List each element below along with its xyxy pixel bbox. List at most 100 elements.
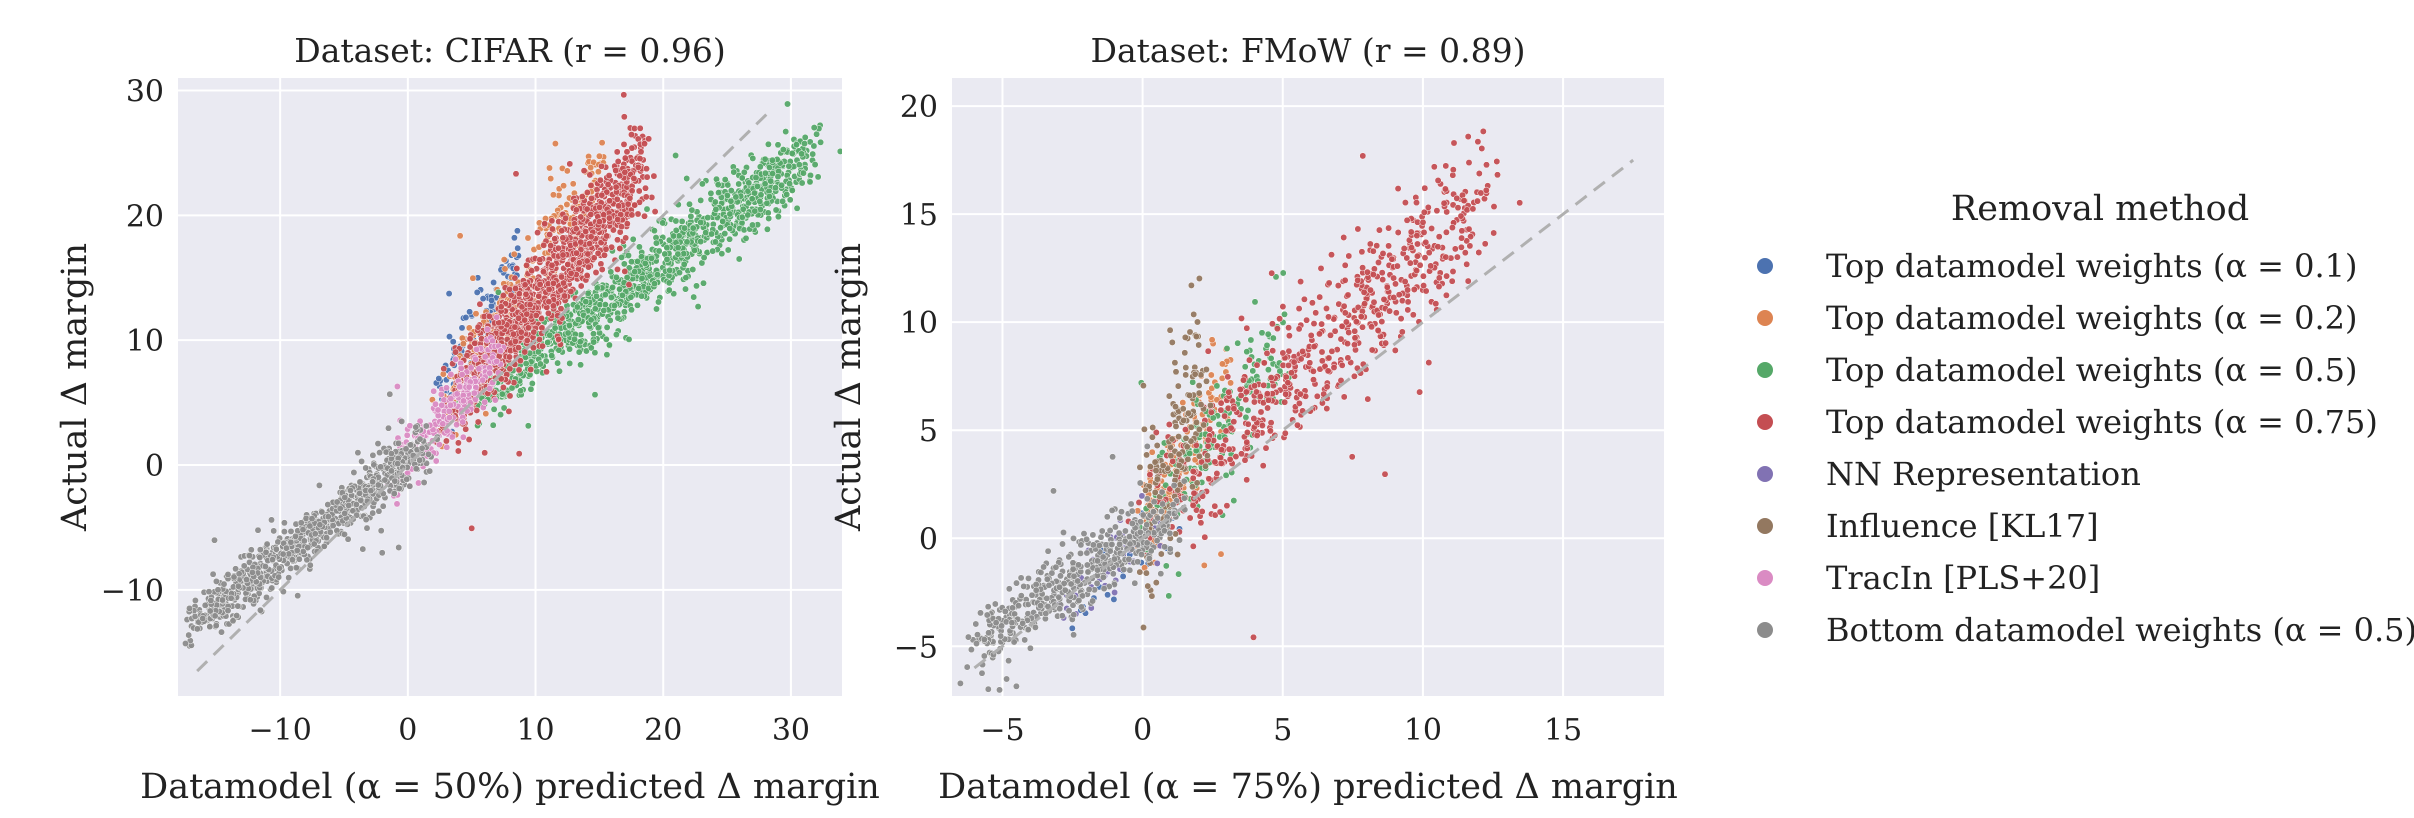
scatter-point xyxy=(680,260,688,268)
scatter-point xyxy=(1403,216,1411,224)
scatter-point xyxy=(1256,393,1264,400)
scatter-point xyxy=(1413,232,1421,240)
scatter-point xyxy=(708,230,716,238)
scatter-point xyxy=(542,357,550,365)
scatter-point xyxy=(630,175,638,182)
scatter-point xyxy=(447,370,455,378)
scatter-point xyxy=(345,501,353,509)
scatter-point xyxy=(618,223,626,231)
scatter-point xyxy=(810,142,818,150)
scatter-point xyxy=(1195,275,1203,282)
scatter-point xyxy=(263,593,270,601)
scatter-point xyxy=(587,164,595,172)
scatter-point xyxy=(700,254,708,262)
scatter-point xyxy=(622,234,630,242)
scatter-point xyxy=(604,181,612,188)
scatter-point xyxy=(1179,399,1187,407)
scatter-point xyxy=(1217,454,1225,462)
scatter-point xyxy=(719,217,727,225)
scatter-point xyxy=(726,210,734,218)
scatter-point xyxy=(1313,392,1321,400)
scatter-point xyxy=(836,147,842,155)
scatter-point xyxy=(521,348,529,356)
scatter-point xyxy=(1395,291,1403,299)
scatter-point xyxy=(598,162,605,170)
scatter-point xyxy=(670,232,677,240)
scatter-point xyxy=(1385,224,1393,232)
scatter-point xyxy=(529,344,537,352)
scatter-point xyxy=(1378,318,1386,326)
scatter-point xyxy=(687,212,695,220)
scatter-point xyxy=(586,240,594,248)
scatter-point xyxy=(1325,354,1333,362)
scatter-point xyxy=(1138,492,1146,500)
scatter-point xyxy=(621,154,629,162)
scatter-point xyxy=(764,140,772,148)
scatter-point xyxy=(564,329,572,337)
scatter-point xyxy=(628,211,636,219)
scatter-point xyxy=(603,351,611,359)
scatter-point xyxy=(526,301,534,309)
scatter-point xyxy=(1284,379,1292,387)
scatter-point xyxy=(1294,421,1301,429)
scatter-point xyxy=(362,464,370,472)
scatter-point xyxy=(1464,133,1472,141)
scatter-point xyxy=(393,500,401,508)
scatter-point xyxy=(443,443,451,451)
scatter-point xyxy=(1430,163,1438,171)
scatter-point xyxy=(1279,349,1287,357)
scatter-point xyxy=(1448,224,1456,232)
scatter-point xyxy=(1325,279,1333,287)
scatter-point xyxy=(230,573,238,581)
scatter-point xyxy=(593,284,601,292)
scatter-point xyxy=(1151,458,1159,466)
scatter-point xyxy=(1370,298,1378,306)
x-axis-label: Datamodel (α = 50%) predicted Δ margin xyxy=(140,767,880,807)
scatter-point xyxy=(214,586,222,594)
x-tick-label: 5 xyxy=(1273,713,1292,748)
scatter-point xyxy=(1242,388,1250,396)
scatter-point xyxy=(1200,421,1208,429)
scatter-point xyxy=(623,220,631,228)
scatter-point xyxy=(1340,302,1348,310)
scatter-point xyxy=(445,414,453,422)
scatter-point xyxy=(745,179,753,187)
scatter-point xyxy=(1148,433,1156,441)
scatter-point xyxy=(388,467,395,475)
scatter-point xyxy=(577,282,585,290)
scatter-point xyxy=(603,323,611,331)
scatter-point xyxy=(549,225,556,233)
scatter-point xyxy=(1382,339,1390,347)
scatter-point xyxy=(735,255,743,263)
scatter-point xyxy=(1135,499,1143,506)
scatter-point xyxy=(676,269,683,277)
scatter-point xyxy=(532,311,540,319)
scatter-point xyxy=(1152,579,1160,587)
scatter-point xyxy=(1281,429,1289,437)
scatter-point xyxy=(806,178,814,186)
scatter-point xyxy=(564,261,572,268)
scatter-point xyxy=(730,168,738,176)
scatter-point xyxy=(680,250,688,258)
scatter-point xyxy=(489,421,497,429)
scatter-point xyxy=(1217,459,1225,467)
scatter-point xyxy=(295,555,303,563)
scatter-point xyxy=(544,339,552,346)
scatter-point xyxy=(1340,393,1348,401)
scatter-point xyxy=(488,296,496,304)
scatter-point xyxy=(299,526,307,534)
scatter-point xyxy=(1187,281,1195,289)
scatter-point xyxy=(381,476,389,484)
scatter-point xyxy=(1344,291,1352,299)
scatter-point xyxy=(1243,476,1251,484)
scatter-point xyxy=(377,463,385,471)
scatter-point xyxy=(1414,240,1421,248)
scatter-point xyxy=(638,274,646,282)
scatter-point xyxy=(768,156,776,164)
x-tick-label: 30 xyxy=(772,713,810,748)
scatter-point xyxy=(459,418,467,426)
x-tick-label: 10 xyxy=(1404,713,1442,748)
scatter-point xyxy=(651,208,659,216)
scatter-point xyxy=(1374,326,1382,334)
scatter-point xyxy=(359,545,367,553)
